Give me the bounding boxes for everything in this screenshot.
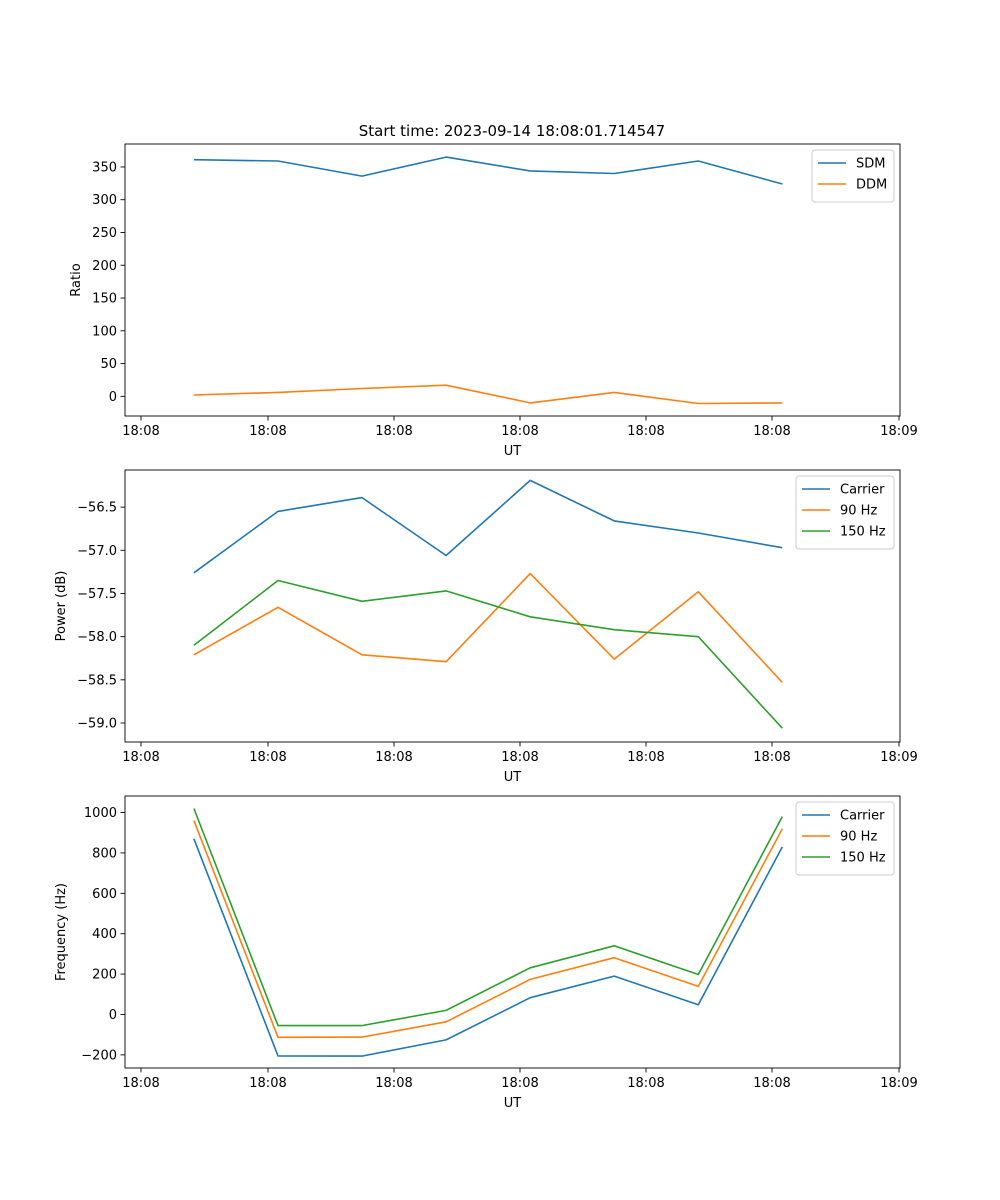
frequency-y-tick-label: 600 <box>92 887 117 902</box>
ratio-x-tick-label: 18:08 <box>249 424 286 439</box>
power-series-line-carrier <box>193 479 783 574</box>
frequency-y-axis-label: Frequency (Hz) <box>54 883 69 981</box>
ratio-y-tick-label: 250 <box>92 226 117 241</box>
frequency-y-tick-label: 200 <box>92 968 117 983</box>
ratio-x-tick-label: 18:08 <box>122 424 159 439</box>
power-legend-label: 150 Hz <box>840 525 886 540</box>
ratio-y-tick-label: 150 <box>92 292 117 307</box>
power-x-tick-label: 18:08 <box>122 750 159 765</box>
power-series-line-150-hz <box>193 579 783 729</box>
power-y-tick-label: −59.0 <box>77 717 117 732</box>
frequency-x-tick-label: 18:08 <box>753 1076 790 1091</box>
frequency-y-tick-label: 400 <box>92 927 117 942</box>
power-x-tick-label: 18:09 <box>880 750 917 765</box>
frequency-series-line-carrier <box>193 838 784 1057</box>
ratio-x-axis-label: UT <box>504 444 522 459</box>
ratio-y-tick-label: 0 <box>109 390 117 405</box>
frequency-y-tick-label: −200 <box>81 1048 117 1063</box>
chart-title: Start time: 2023-09-14 18:08:01.714547 <box>359 122 665 140</box>
power-x-tick-label: 18:08 <box>627 750 664 765</box>
power-y-tick-label: −57.5 <box>77 587 117 602</box>
frequency-x-tick-label: 18:08 <box>501 1076 538 1091</box>
ratio-x-tick-label: 18:08 <box>501 424 538 439</box>
ratio-y-tick-label: 50 <box>100 357 117 372</box>
ratio-y-tick-label: 350 <box>92 160 117 175</box>
ratio-legend-label: DDM <box>856 178 887 193</box>
power-y-tick-label: −58.0 <box>77 630 117 645</box>
ratio-x-tick-label: 18:08 <box>753 424 790 439</box>
ratio-panel: 18:08 18:08 18:08 18:08 18:08 18:08 18:09 0 50 10… <box>69 143 918 459</box>
frequency-series-line-90-hz <box>193 820 784 1039</box>
frequency-x-tick-label: 18:08 <box>375 1076 412 1091</box>
frequency-y-tick-label: 800 <box>92 846 117 861</box>
power-y-tick-label: −57.0 <box>77 544 117 559</box>
frequency-x-tick-label: 18:08 <box>627 1076 664 1091</box>
power-axes-frame <box>124 469 901 743</box>
frequency-x-tick-label: 18:08 <box>122 1076 159 1091</box>
power-x-tick-label: 18:08 <box>249 750 286 765</box>
frequency-series-line-150-hz <box>193 808 784 1027</box>
frequency-x-tick-label: 18:08 <box>249 1076 286 1091</box>
frequency-panel: 18:08 18:08 18:08 18:08 18:08 18:08 18:09 −200 0… <box>54 795 918 1111</box>
frequency-x-axis-label: UT <box>504 1096 522 1111</box>
power-panel: 18:08 18:08 18:08 18:08 18:08 18:08 18:09 −59.0… <box>54 469 918 785</box>
power-x-tick-label: 18:08 <box>375 750 412 765</box>
ratio-legend: SDM DDM <box>811 149 895 203</box>
ratio-series-line-sdm <box>193 156 783 185</box>
power-y-axis-label: Power (dB) <box>54 571 69 642</box>
power-y-tick-label: −56.5 <box>77 501 117 516</box>
power-y-tick-label: −58.5 <box>77 673 117 688</box>
ratio-legend-label: SDM <box>856 157 885 172</box>
frequency-legend-label: 150 Hz <box>840 851 886 866</box>
ratio-y-tick-label: 100 <box>92 324 117 339</box>
ratio-axes-frame <box>124 143 901 417</box>
ratio-x-tick-label: 18:08 <box>627 424 664 439</box>
ratio-x-tick-label: 18:09 <box>880 424 917 439</box>
ratio-y-axis-label: Ratio <box>69 263 84 296</box>
power-legend-label: Carrier <box>840 483 885 498</box>
frequency-legend-label: Carrier <box>840 809 885 824</box>
frequency-axes-frame <box>124 795 901 1069</box>
power-legend-label: 90 Hz <box>840 504 877 519</box>
power-x-axis-label: UT <box>504 770 522 785</box>
ratio-series-line-ddm <box>193 384 783 405</box>
power-x-tick-label: 18:08 <box>501 750 538 765</box>
ratio-x-tick-label: 18:08 <box>375 424 412 439</box>
frequency-x-tick-label: 18:09 <box>880 1076 917 1091</box>
frequency-legend-label: 90 Hz <box>840 830 877 845</box>
power-legend: Carrier 90 Hz 150 Hz <box>795 475 895 550</box>
frequency-y-tick-label: 0 <box>109 1008 117 1023</box>
ratio-y-tick-label: 200 <box>92 259 117 274</box>
power-series-line-90-hz <box>193 572 783 683</box>
frequency-legend: Carrier 90 Hz 150 Hz <box>795 801 895 876</box>
frequency-y-tick-label: 1000 <box>84 806 117 821</box>
ratio-y-tick-label: 300 <box>92 193 117 208</box>
power-x-tick-label: 18:08 <box>753 750 790 765</box>
